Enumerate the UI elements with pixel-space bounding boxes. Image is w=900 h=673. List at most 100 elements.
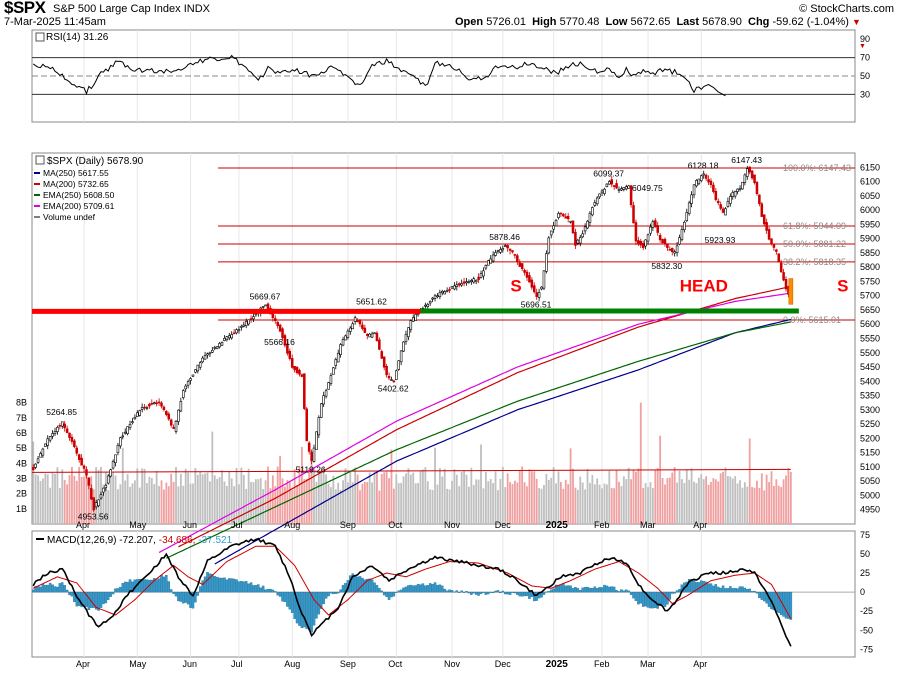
macd-histogram-bar: [724, 588, 727, 593]
price-annotation: 5264.85: [46, 407, 77, 417]
candle: [600, 189, 604, 197]
macd-histogram-bar: [237, 581, 241, 593]
macd-histogram-bar: [721, 585, 725, 593]
candle: [779, 259, 783, 273]
volume-bar: [741, 487, 744, 524]
volume-bar: [487, 481, 490, 524]
candle: [201, 356, 204, 364]
candle-body: [603, 188, 606, 194]
price-annotation: 5402.62: [378, 384, 409, 394]
macd-histogram-bar: [99, 591, 103, 608]
volume-bar: [349, 470, 352, 524]
candle: [126, 426, 129, 436]
volume-bar: [458, 486, 461, 524]
volume-bar: [313, 468, 315, 524]
volume-bar: [221, 470, 223, 524]
x-axis-month-label: Jun: [183, 520, 198, 530]
candle-body: [261, 306, 265, 308]
candle: [310, 449, 313, 465]
volume-bar: [414, 483, 417, 524]
macd-histogram-bar: [472, 591, 475, 594]
volume-bar: [705, 476, 708, 524]
candle: [121, 432, 125, 440]
candle: [692, 184, 696, 199]
volume-bar: [274, 486, 277, 524]
candle-body: [736, 188, 739, 192]
volume-bar: [567, 484, 570, 524]
candle-body: [92, 497, 95, 511]
candle: [213, 345, 217, 351]
candle: [690, 191, 693, 208]
candle-body: [658, 234, 662, 241]
volume-bar: [78, 466, 81, 524]
candle-body: [307, 442, 311, 452]
candle-body: [465, 281, 468, 284]
candle: [516, 253, 519, 265]
macd-histogram-bar: [295, 591, 299, 624]
volume-bar: [383, 472, 386, 524]
candle-body: [472, 278, 476, 283]
candle-body: [443, 291, 446, 295]
candle: [709, 178, 713, 188]
candle-body: [60, 421, 64, 427]
volume-bar: [746, 486, 749, 524]
volume-bar: [97, 470, 100, 524]
macd-histogram-bar: [712, 585, 715, 593]
macd-histogram-bar: [111, 591, 115, 595]
candle-body: [758, 194, 761, 205]
volume-bar: [286, 480, 289, 524]
candle: [499, 246, 502, 254]
candle-body: [639, 240, 643, 246]
candle: [303, 373, 306, 411]
volume-bar: [465, 474, 468, 524]
candle: [378, 337, 381, 351]
volume-bar: [533, 471, 536, 524]
candle: [312, 444, 316, 463]
macd-histogram-bar: [80, 591, 83, 608]
volume-average-line: [31, 468, 791, 473]
candle-body: [755, 182, 759, 195]
candle-body: [201, 357, 204, 363]
macd-histogram-bar: [317, 591, 321, 615]
volume-bar: [177, 486, 180, 524]
candle-body: [189, 378, 192, 381]
volume-bar: [455, 474, 458, 524]
macd-histogram-bar: [126, 581, 129, 593]
volume-bar: [276, 466, 279, 524]
volume-bar: [545, 473, 548, 524]
macd-histogram-bar: [334, 591, 338, 594]
macd-title-part: -37.521: [198, 535, 232, 546]
candle-body: [549, 230, 553, 236]
macd-histogram-bar: [668, 591, 672, 600]
candle: [399, 350, 403, 366]
macd-signal-line: [32, 545, 792, 620]
candle: [375, 331, 379, 342]
volume-bar: [569, 448, 572, 524]
candle-body: [491, 254, 495, 262]
macd-title-part: -72.207,: [119, 535, 158, 546]
candle: [244, 318, 248, 329]
candle-body: [249, 318, 253, 320]
head-label: HEAD: [680, 276, 728, 295]
volume-bar: [223, 481, 226, 524]
price-tick-label: 5450: [860, 362, 880, 372]
candle-body: [690, 194, 693, 204]
candle: [358, 318, 362, 328]
macd-histogram-bar: [709, 583, 713, 593]
candle: [290, 354, 294, 369]
candle-body: [537, 292, 541, 298]
macd-tick-label: -25: [860, 606, 873, 616]
volume-bar: [451, 480, 453, 524]
candle: [252, 312, 255, 322]
candle: [658, 233, 662, 243]
x-axis-month-label: 2025: [546, 520, 569, 531]
candle: [322, 391, 325, 408]
candle: [278, 323, 282, 333]
volume-bar: [637, 468, 640, 524]
candle: [588, 211, 592, 227]
candle: [228, 332, 231, 341]
macd-histogram-bar: [266, 589, 270, 593]
candle: [97, 499, 100, 508]
macd-histogram-bar: [397, 590, 400, 593]
